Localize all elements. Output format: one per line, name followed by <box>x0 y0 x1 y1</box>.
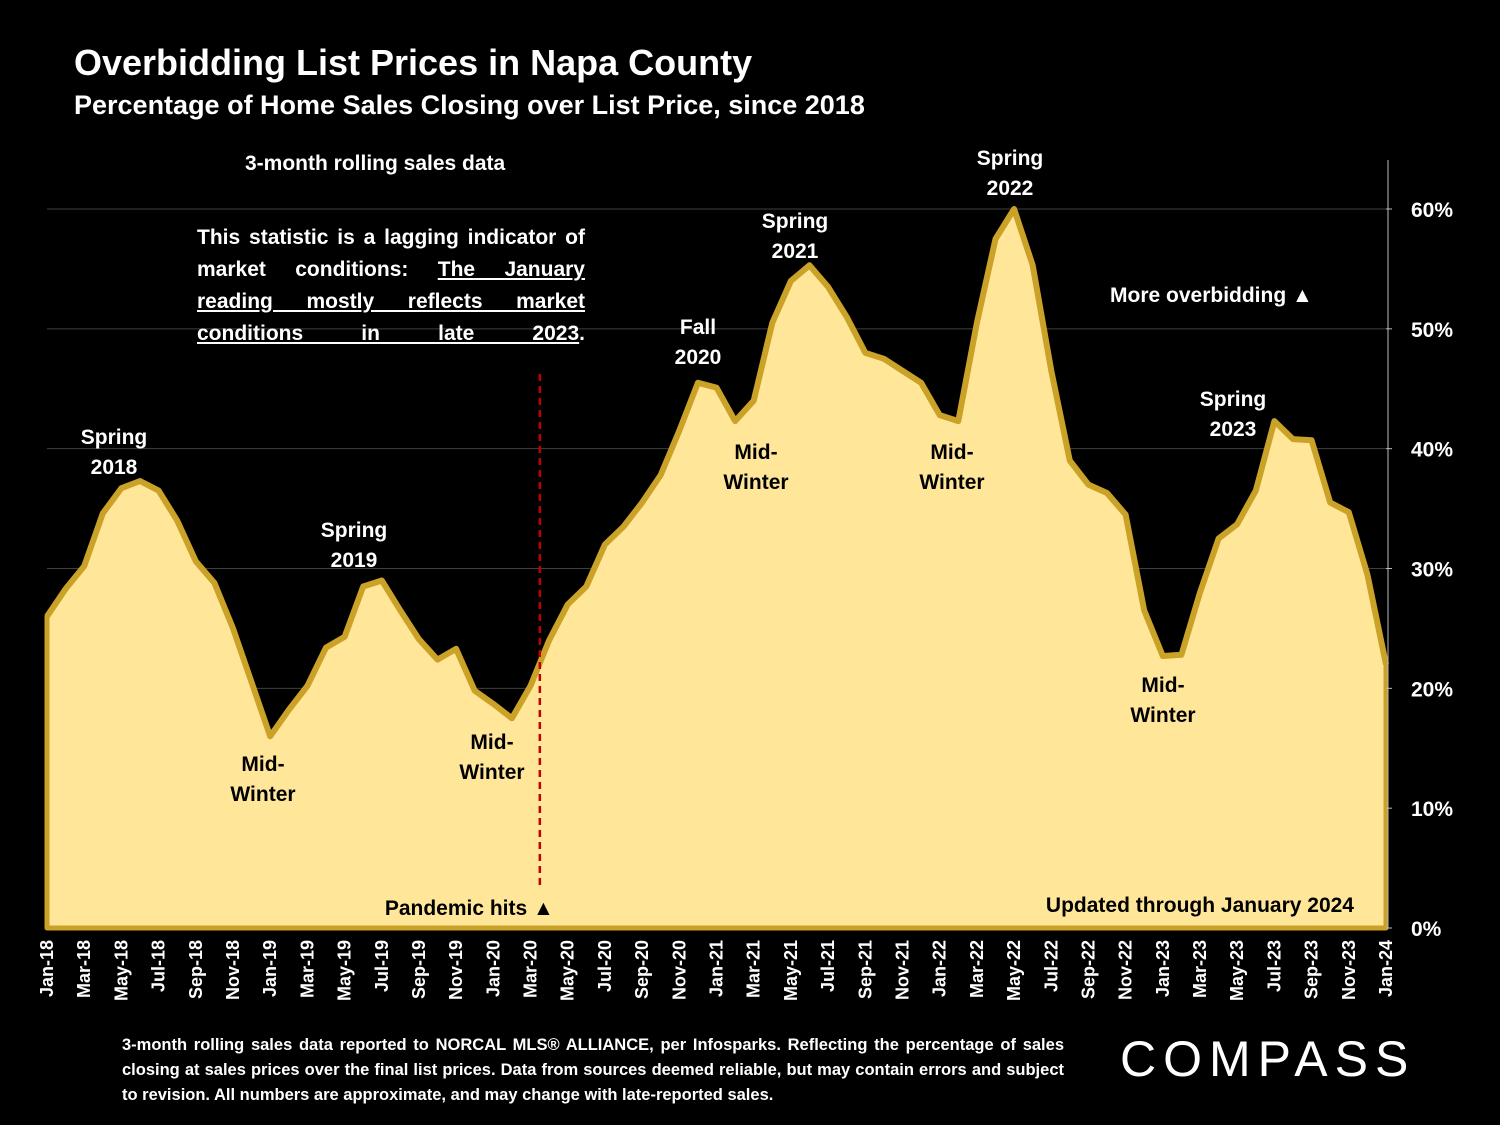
series-line <box>44 206 1389 740</box>
x-tick-label: Mar-20 <box>521 940 541 998</box>
x-tick-label: Mar-19 <box>297 940 317 998</box>
x-tick-label: Jul-23 <box>1264 940 1284 992</box>
x-tick-label: Sep-19 <box>409 940 429 999</box>
x-tick-label: Jan-23 <box>1153 940 1173 997</box>
x-tick-label: Sep-18 <box>186 940 206 999</box>
annotation-label: Mid- <box>930 441 973 464</box>
x-tick-label: Jul-19 <box>372 940 392 992</box>
annotation-label: Spring <box>1200 388 1267 411</box>
x-tick-label: Mar-18 <box>74 940 94 998</box>
y-tick-label: 60% <box>1411 199 1453 222</box>
x-tick-label: Jul-20 <box>595 940 615 992</box>
x-tick-label: May-21 <box>781 940 801 1001</box>
x-tick-label: Mar-21 <box>744 940 764 998</box>
annotation-label: Spring <box>81 426 148 449</box>
annotation-label: Winter <box>919 471 984 494</box>
annotation-label: Fall <box>680 316 716 339</box>
x-tick-label: Nov-21 <box>892 940 912 1000</box>
x-tick-label: Jan-22 <box>930 940 950 997</box>
annotation-text: More overbidding ▲ <box>1110 284 1313 307</box>
x-tick-label: May-20 <box>558 940 578 1001</box>
annotation-text: Updated through January 2024 <box>1046 894 1354 917</box>
lagging-indicator-note: This statistic is a lagging indicator of… <box>197 222 585 350</box>
annotation-label: Winter <box>1130 704 1195 727</box>
annotation-label: Spring <box>977 147 1044 170</box>
y-tick-label: 10% <box>1411 798 1453 821</box>
x-tick-label: May-18 <box>111 940 131 1001</box>
annotation-label: Mid- <box>1141 674 1184 697</box>
annotation-label: Winter <box>723 471 788 494</box>
annotation-label: 2020 <box>675 346 722 369</box>
x-tick-label: Nov-19 <box>446 940 466 1000</box>
x-tick-label: Jan-24 <box>1376 940 1396 997</box>
annotation-label: Mid- <box>470 731 513 754</box>
note-period: . <box>579 322 585 345</box>
chart-subtitle: Percentage of Home Sales Closing over Li… <box>74 90 865 120</box>
x-tick-label: Sep-21 <box>855 940 875 999</box>
x-tick-label: May-19 <box>335 940 355 1001</box>
x-tick-label: Nov-18 <box>223 940 243 1000</box>
x-tick-label: Jan-20 <box>483 940 503 997</box>
annotation-labels: Spring 2018 Mid- Winter Spring 2019 Mid- Winter… <box>81 147 1355 920</box>
x-tick-label: Jan-18 <box>37 940 57 997</box>
annotation-label: 2021 <box>772 240 819 263</box>
x-tick-label: May-23 <box>1227 940 1247 1001</box>
x-tick-label: Jul-18 <box>149 940 169 992</box>
x-tick-label: Jan-21 <box>707 940 727 997</box>
y-tick-label: 50% <box>1411 319 1453 342</box>
annotation-label: Spring <box>321 519 388 542</box>
x-tick-label: Sep-22 <box>1078 940 1098 999</box>
note-underlined-text: The January reading mostly reflects mark… <box>197 258 585 345</box>
note-text: This statistic is a lagging indicator of… <box>197 226 585 281</box>
y-tick-label: 20% <box>1411 678 1453 701</box>
pandemic-label: Pandemic hits ▲ <box>385 897 554 920</box>
x-tick-label: Nov-20 <box>669 940 689 1000</box>
y-tick-label: 30% <box>1411 559 1453 582</box>
annotation-label: 2022 <box>987 177 1034 200</box>
x-tick-label: Jul-22 <box>1041 940 1061 992</box>
compass-logo: COMPASS <box>1120 1031 1416 1087</box>
annotation-label: 2019 <box>331 549 378 572</box>
y-tick-label: 40% <box>1411 439 1453 462</box>
annotation-label: 2018 <box>91 456 138 479</box>
annotation-label: Winter <box>230 783 295 806</box>
y-tick-label: 0% <box>1411 918 1442 941</box>
y-tick-labels: 0% 10% 20% 30% 40% 50% 60% <box>1386 199 1453 941</box>
x-tick-label: Sep-23 <box>1302 940 1322 999</box>
x-tick-label: Sep-20 <box>632 940 652 999</box>
annotation-label: Mid- <box>734 441 777 464</box>
x-tick-label: May-22 <box>1004 940 1024 1001</box>
x-tick-label: Mar-22 <box>967 940 987 998</box>
x-tick-labels: Jan-18 Mar-18 May-18 Jul-18 Sep-18 Nov-18 Jan-… <box>37 940 1396 1001</box>
annotation-label: Spring <box>762 210 829 233</box>
annotation-text: 3-month rolling sales data <box>245 152 506 175</box>
chart-title: Overbidding List Prices in Napa County <box>74 42 753 83</box>
x-tick-label: Nov-23 <box>1339 940 1359 1000</box>
x-tick-label: Nov-22 <box>1116 940 1136 1000</box>
annotation-label: Mid- <box>241 753 284 776</box>
x-tick-label: Jan-19 <box>260 940 280 997</box>
source-footnote: 3-month rolling sales data reported to N… <box>122 1036 1064 1104</box>
x-tick-label: Mar-23 <box>1190 940 1210 998</box>
annotation-label: 2023 <box>1210 418 1257 441</box>
x-tick-label: Jul-21 <box>818 940 838 992</box>
annotation-label: Winter <box>459 761 524 784</box>
